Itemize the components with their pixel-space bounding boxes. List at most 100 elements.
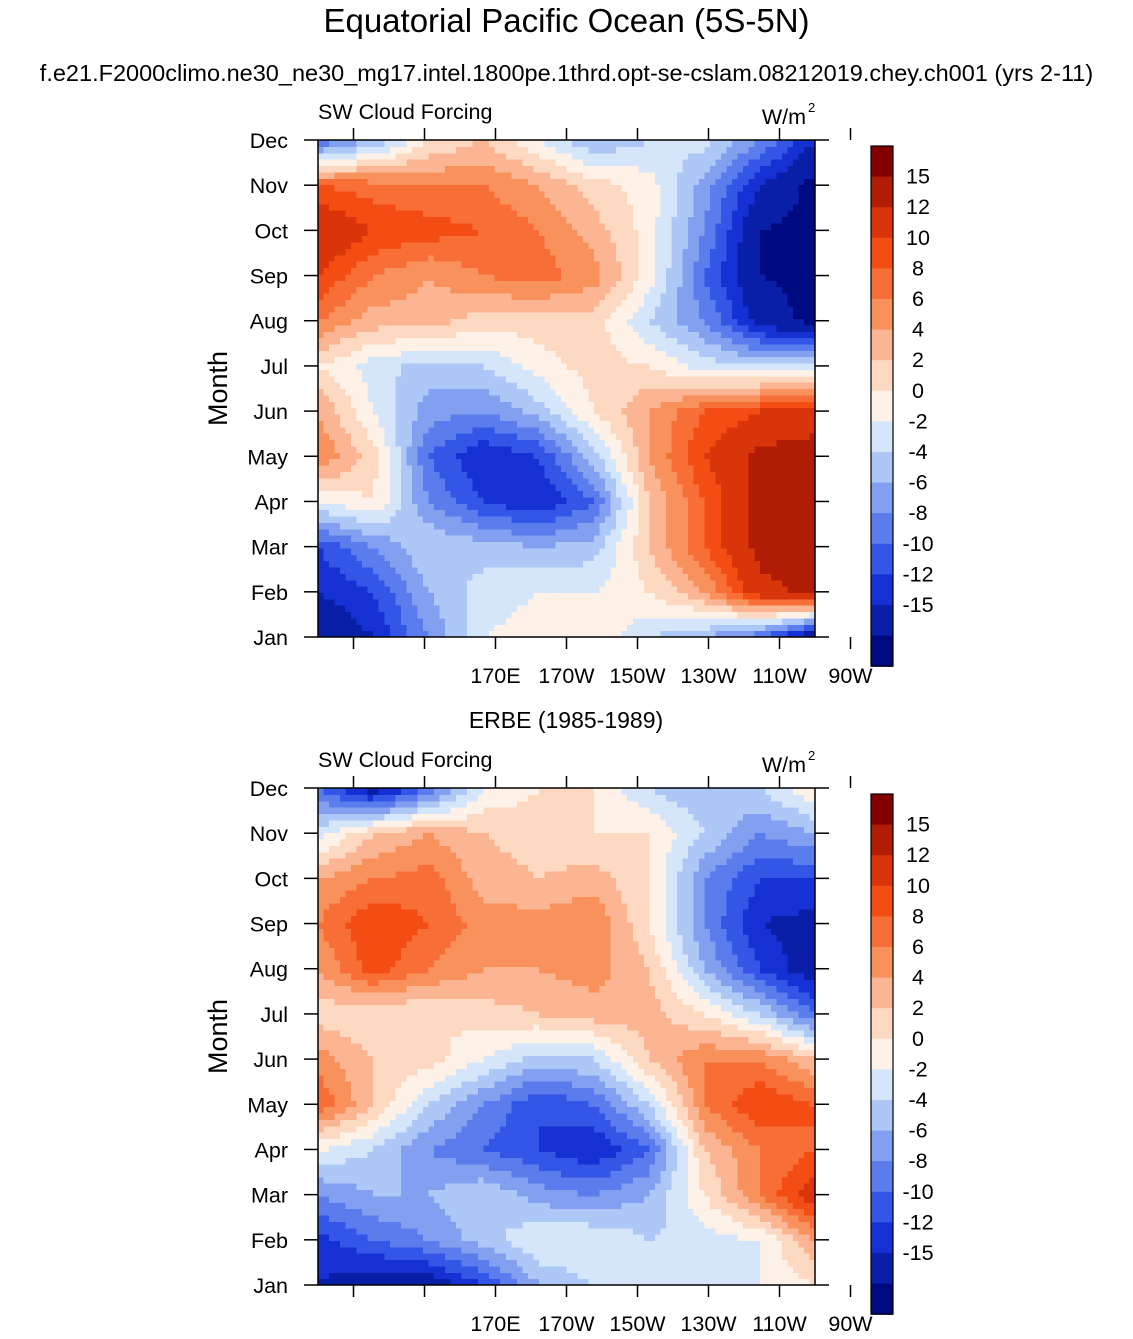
heatmap-cell [732,452,739,460]
heatmap-cell [373,560,380,568]
heatmap-cell [560,579,568,587]
heatmap-cell [726,439,733,447]
heatmap-cell [334,350,341,358]
heatmap-cell [417,413,424,421]
heatmap-cell [748,286,755,294]
heatmap-cell [467,292,474,300]
heatmap-cell [329,324,336,332]
heatmap-cell [378,605,385,613]
heatmap-cell [605,369,612,377]
heatmap-cell [649,471,656,479]
heatmap-cell [373,350,380,358]
heatmap-cell [318,280,325,288]
heatmap-cell [367,496,374,504]
heatmap-cell [555,299,562,307]
heatmap-cell [671,439,678,447]
heatmap-cell [511,503,518,511]
heatmap-cell [577,413,584,421]
heatmap-cell [621,299,628,307]
heatmap-cell [450,624,457,632]
heatmap-cell [461,382,468,390]
heatmap-cell [323,280,330,288]
heatmap-cell [654,292,661,300]
heatmap-cell [439,445,446,453]
heatmap-cell [367,605,374,613]
heatmap-cell [726,611,733,619]
heatmap-cell [395,286,402,294]
heatmap-cell [345,522,352,530]
heatmap-cell [638,560,645,568]
heatmap-cell [422,363,430,370]
heatmap-cell [318,369,325,377]
heatmap-cell [483,382,490,390]
heatmap-cell [809,299,816,307]
heatmap-cell [572,522,579,530]
heatmap-cell [654,547,661,555]
heatmap-cell [362,350,369,358]
heatmap-cell [406,292,413,300]
heatmap-cell [472,611,479,619]
heatmap-cell [511,458,518,466]
heatmap-cells [318,140,816,638]
heatmap-cell [428,286,435,294]
heatmap-cell [445,503,452,511]
heatmap-cell [748,503,755,511]
heatmap-cell [803,413,811,421]
heatmap-cell [704,528,711,536]
heatmap-cell [748,509,755,517]
heatmap-cell [428,413,435,421]
heatmap-cell [743,484,750,492]
heatmap-cell [754,503,761,511]
heatmap-cell [538,522,546,530]
heatmap-cell [378,592,385,600]
heatmap-cell [803,407,811,415]
heatmap-cell [632,484,639,492]
heatmap-cell [605,573,612,581]
heatmap-cell [572,407,579,415]
heatmap-cell [505,522,512,530]
heatmap-cell [671,305,678,313]
heatmap-cell [373,541,380,549]
heatmap-cell [433,490,441,498]
heatmap-cell [478,343,485,351]
heatmap-cell [759,350,766,358]
heatmap-cell [693,343,700,351]
heatmap-cell [334,356,341,364]
heatmap-cell [555,484,562,492]
heatmap-cell [660,331,667,339]
heatmap-cell [792,611,800,619]
heatmap-cell [704,515,711,523]
heatmap-cell [754,573,761,581]
heatmap-cell [682,490,689,498]
heatmap-cell [323,598,330,606]
heatmap-cell [478,579,485,587]
heatmap-cell [605,337,612,345]
heatmap-cell [329,464,336,472]
heatmap-cell [776,382,783,390]
heatmap-cell [809,477,816,485]
heatmap-cell [665,598,673,606]
heatmap-cell [687,515,695,523]
heatmap-cell [715,605,722,613]
heatmap-cell [638,382,645,390]
heatmap-cell [671,452,678,460]
heatmap-cell [566,579,573,587]
heatmap-cell [748,579,755,587]
heatmap-cell [362,592,369,600]
heatmap-cell [400,356,407,364]
heatmap-cell [489,363,496,370]
heatmap-cell [555,573,562,581]
heatmap-cell [323,375,330,383]
heatmap-cell [732,586,739,593]
heatmap-cell [439,439,446,447]
heatmap-cell [345,445,352,453]
heatmap-cell [704,452,711,460]
heatmap-cell [715,611,722,619]
heatmap-cell [538,420,546,428]
heatmap-cell [627,286,634,294]
heatmap-cell [710,605,717,613]
heatmap-cell [765,573,772,581]
heatmap-cell [704,439,711,447]
heatmap-cell [638,515,645,523]
heatmap-cell [362,630,369,638]
